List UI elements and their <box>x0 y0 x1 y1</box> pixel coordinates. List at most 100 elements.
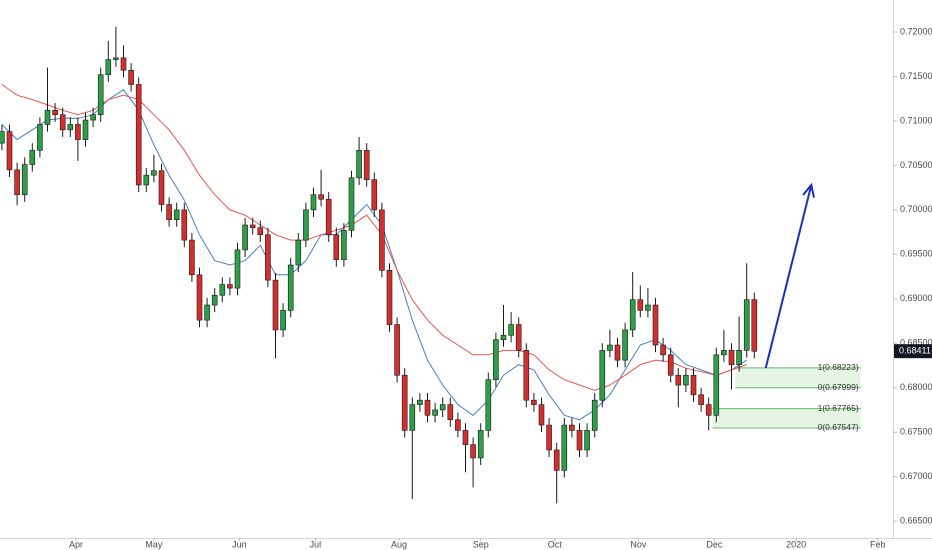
candle <box>29 143 36 172</box>
candle-body <box>417 399 423 405</box>
y-tick-label: 0.67500 <box>900 427 932 437</box>
candle-body <box>219 284 226 296</box>
zone-label: 1(0.67765) <box>818 403 859 413</box>
candle-body <box>538 404 545 426</box>
candle-body <box>607 344 613 351</box>
y-tick-label: 0.69500 <box>900 249 932 259</box>
candle-body <box>477 430 484 459</box>
candle <box>599 343 606 408</box>
candle <box>310 187 317 217</box>
candle-body <box>29 149 36 165</box>
x-tick-label: Jul <box>310 539 322 549</box>
candle-body <box>318 194 324 200</box>
candle <box>67 117 74 137</box>
candle <box>713 347 720 423</box>
candle-body <box>721 350 727 356</box>
candle-body <box>736 350 742 365</box>
candle <box>546 417 552 458</box>
candle-body <box>683 374 689 386</box>
candle-body <box>424 399 431 416</box>
candle-body <box>690 374 697 396</box>
candle-body <box>599 350 606 401</box>
candle-body <box>553 449 560 471</box>
candle <box>249 217 256 235</box>
candle <box>341 223 347 267</box>
candle-body <box>576 430 583 451</box>
candle <box>280 303 286 338</box>
candle <box>523 343 530 408</box>
candle-body <box>508 324 514 336</box>
y-tick-label: 0.70500 <box>900 160 932 170</box>
x-tick-label: Nov <box>630 539 647 549</box>
candle-body <box>257 227 264 236</box>
candle-body <box>280 310 286 331</box>
candle <box>211 288 218 313</box>
candle <box>515 317 522 358</box>
candle-body <box>455 419 461 431</box>
candle <box>743 263 750 358</box>
candle <box>652 297 659 353</box>
candle <box>14 162 20 206</box>
candle <box>128 63 134 92</box>
candle-body <box>166 204 172 220</box>
candle <box>645 288 651 318</box>
candle <box>660 337 666 362</box>
candle <box>113 26 119 67</box>
candle <box>462 423 469 473</box>
candle <box>705 397 712 431</box>
candle-body <box>310 194 317 211</box>
candle <box>105 40 112 82</box>
candle <box>333 227 340 267</box>
candle-body <box>135 84 142 186</box>
candle-body <box>660 344 666 356</box>
arrow-head <box>802 182 815 198</box>
x-tick-label: Aug <box>391 539 407 549</box>
candle-body <box>401 374 408 431</box>
candle <box>295 232 302 273</box>
zone <box>712 408 861 428</box>
candle-body <box>705 404 712 416</box>
candle <box>21 157 28 202</box>
candle-body <box>189 239 195 276</box>
candle <box>120 45 127 78</box>
candle-body <box>105 59 112 75</box>
candle-body <box>151 170 157 176</box>
candle <box>303 202 309 248</box>
candle <box>272 273 279 359</box>
candle <box>538 397 545 433</box>
last-price-label: 0.68411 <box>899 346 931 356</box>
candle <box>0 124 5 151</box>
candle-body <box>386 270 393 325</box>
candle-body <box>531 399 537 405</box>
candle-body <box>333 234 340 260</box>
candle-body <box>523 350 530 401</box>
candle <box>196 267 203 328</box>
y-tick-label: 0.69000 <box>900 293 932 303</box>
candle-body <box>493 339 499 381</box>
candle <box>287 257 294 318</box>
candle <box>386 263 393 332</box>
candle-body <box>249 224 256 228</box>
candle <box>607 329 613 358</box>
candle <box>614 337 621 368</box>
candle-body <box>227 284 233 289</box>
x-tick-label: Jun <box>232 539 247 549</box>
candle <box>493 332 499 387</box>
candle <box>44 67 51 132</box>
candle-body <box>470 444 476 459</box>
candle <box>751 292 758 359</box>
candle <box>675 368 682 408</box>
candle <box>59 107 66 137</box>
candle <box>52 103 58 122</box>
candle-body <box>204 304 210 321</box>
y-tick-label: 0.67000 <box>900 471 932 481</box>
candle <box>698 387 704 412</box>
candle <box>356 136 362 185</box>
x-tick-label: Apr <box>69 539 83 549</box>
candle <box>166 197 172 227</box>
candle-body <box>561 424 568 471</box>
candle-body <box>698 394 704 405</box>
candle-body <box>751 299 758 352</box>
candle-body <box>37 124 43 151</box>
